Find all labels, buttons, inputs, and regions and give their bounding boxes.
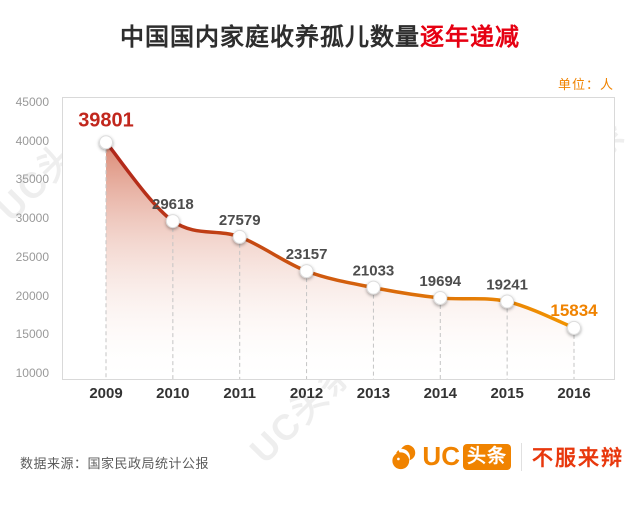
y-axis: 45000 40000 35000 30000 25000 20000 15000 10000 bbox=[0, 95, 55, 380]
value-label: 23157 bbox=[286, 246, 328, 263]
title-main: 中国国内家庭收养孤儿数量 bbox=[120, 24, 420, 51]
value-label: 27579 bbox=[219, 212, 261, 229]
y-tick-label: 10000 bbox=[15, 366, 49, 380]
title-highlight: 逐年递减 bbox=[420, 24, 520, 51]
x-tick-label: 2010 bbox=[156, 385, 190, 402]
toutiao-badge: 头条 bbox=[462, 443, 511, 470]
value-label: 15834 bbox=[550, 301, 598, 320]
value-label: 19241 bbox=[486, 276, 528, 293]
value-label: 19694 bbox=[419, 273, 461, 290]
x-tick-label: 2016 bbox=[557, 385, 591, 402]
chart-svg: 39801 29618 27579 23157 21033 19694 19241 15834 bbox=[78, 109, 598, 379]
chart-area: 39801 29618 27579 23157 21033 19694 19241 15834 bbox=[62, 97, 615, 380]
page-title: 中国国内家庭收养孤儿数量逐年递减 bbox=[0, 17, 640, 52]
data-point bbox=[232, 229, 247, 244]
value-label: 39801 bbox=[78, 109, 134, 131]
data-source: 数据来源：国家民政局统计公报 bbox=[20, 456, 210, 471]
y-tick-label: 45000 bbox=[15, 95, 49, 109]
y-tick-label: 40000 bbox=[15, 133, 49, 148]
data-point bbox=[433, 290, 448, 305]
x-tick-label: 2009 bbox=[89, 385, 123, 402]
uc-logo-text: UC bbox=[422, 441, 460, 471]
y-tick-label: 25000 bbox=[15, 249, 49, 264]
x-tick-label: 2014 bbox=[423, 385, 457, 402]
y-tick-label: 30000 bbox=[15, 211, 49, 226]
area-fill bbox=[106, 142, 574, 379]
uc-squirrel-icon bbox=[390, 443, 418, 471]
data-point bbox=[165, 214, 180, 229]
data-point bbox=[366, 280, 381, 295]
brand-area: UC 头条 不服来辩 bbox=[390, 441, 624, 472]
brand-divider bbox=[521, 442, 522, 471]
y-tick-label: 20000 bbox=[15, 288, 49, 303]
data-point bbox=[567, 320, 581, 335]
y-tick-label: 35000 bbox=[15, 172, 49, 187]
y-tick-label: 15000 bbox=[15, 327, 49, 342]
data-point bbox=[99, 135, 113, 150]
x-tick-label: 2015 bbox=[490, 385, 524, 402]
value-label: 21033 bbox=[353, 263, 395, 280]
data-point bbox=[500, 294, 515, 309]
x-axis: 2009 2010 2011 2012 2013 2014 2015 2016 bbox=[63, 385, 614, 405]
x-tick-label: 2011 bbox=[223, 385, 256, 402]
value-label: 29618 bbox=[152, 196, 194, 213]
unit-label: 单位：人 bbox=[557, 77, 614, 92]
data-point bbox=[299, 264, 314, 279]
slogan-text: 不服来辩 bbox=[532, 446, 624, 470]
x-tick-label: 2012 bbox=[289, 385, 324, 402]
x-tick-label: 2013 bbox=[356, 385, 391, 402]
